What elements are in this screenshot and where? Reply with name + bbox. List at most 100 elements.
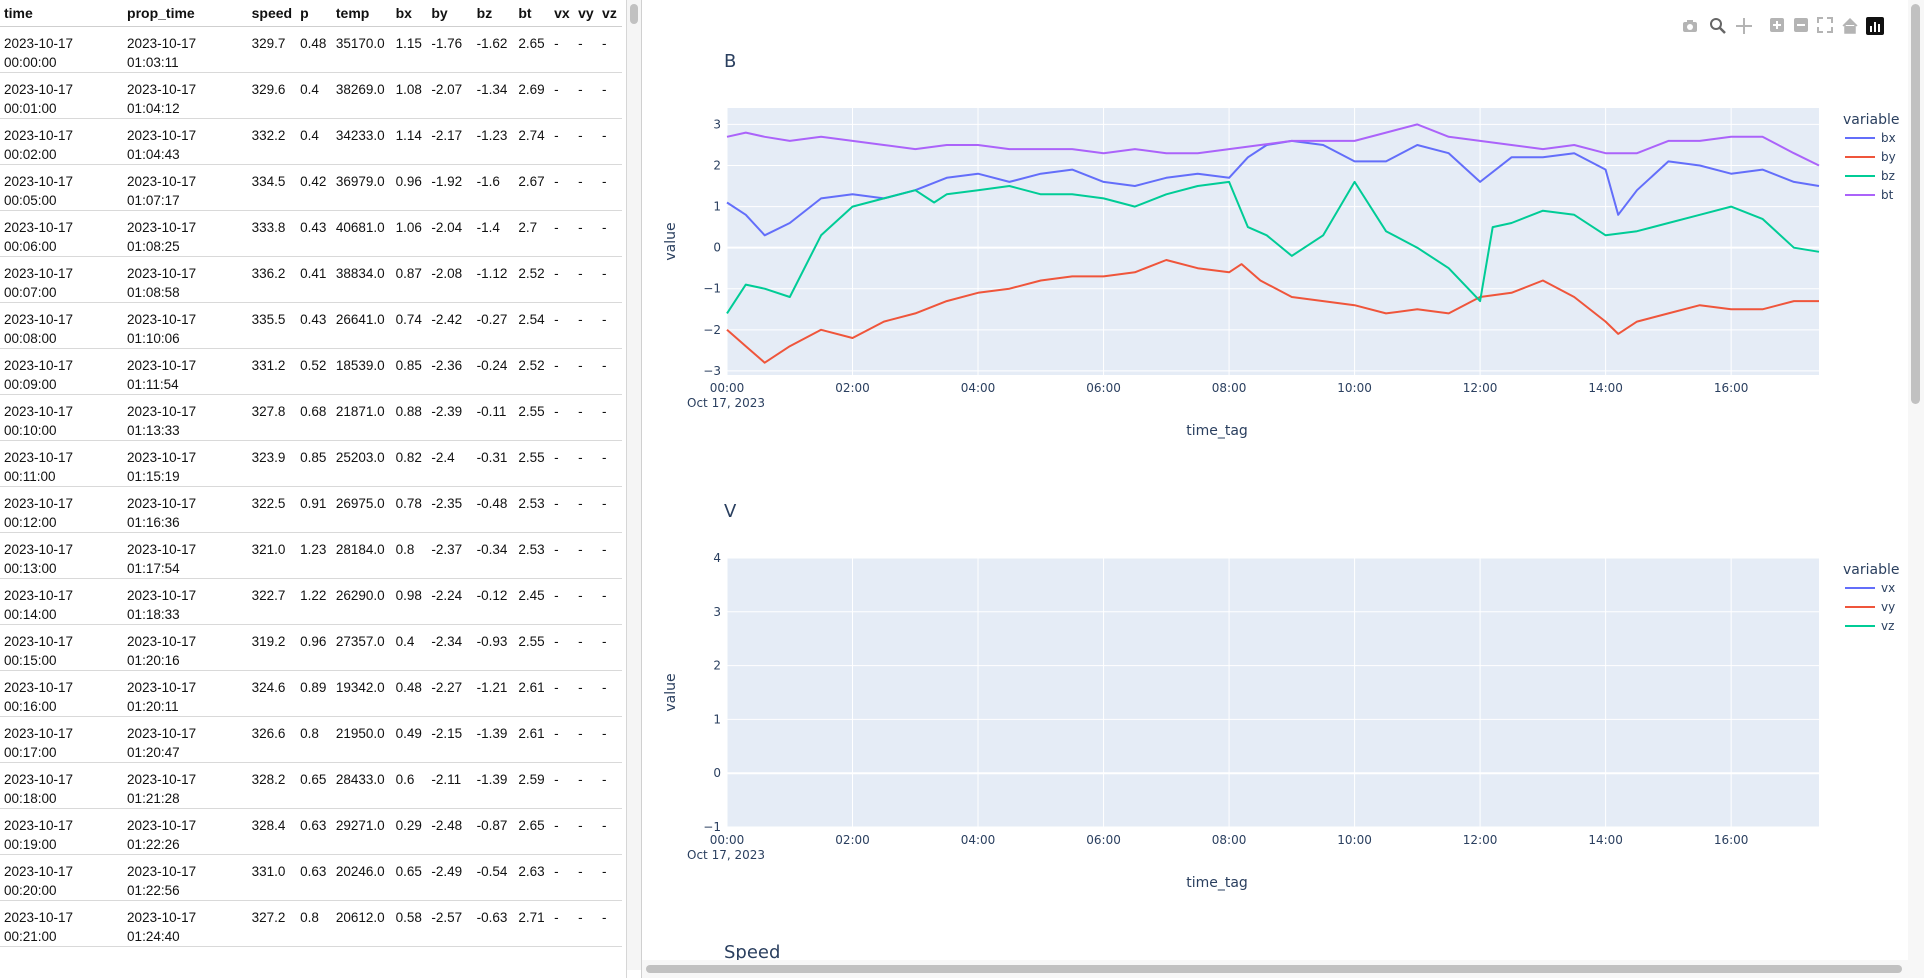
plot-area[interactable]	[727, 558, 1819, 827]
pan-icon[interactable]	[1736, 18, 1752, 34]
table-row[interactable]: 2023-10-17 00:07:00 2023-10-17 01:08:58 33…	[0, 256, 622, 303]
legend-item-vy[interactable]: vy	[1881, 600, 1895, 614]
column-header-vy[interactable]: vy	[574, 0, 599, 27]
table-scroll-thumb[interactable]	[630, 4, 638, 24]
cell-by: -2.57	[427, 900, 473, 947]
x-tick-label: 14:00	[1588, 381, 1623, 395]
table-row[interactable]: 2023-10-17 00:18:00 2023-10-17 01:21:28 32…	[0, 762, 622, 809]
zoom-out-icon[interactable]	[1794, 18, 1808, 32]
table-row[interactable]: 2023-10-17 00:16:00 2023-10-17 01:20:11 32…	[0, 670, 622, 717]
table-row[interactable]: 2023-10-17 00:19:00 2023-10-17 01:22:26 32…	[0, 808, 622, 855]
cell-vz: -	[598, 72, 622, 119]
column-header-temp[interactable]: temp	[331, 0, 392, 27]
camera-icon[interactable]	[1683, 20, 1697, 32]
table-row[interactable]: 2023-10-17 00:01:00 2023-10-17 01:04:12 32…	[0, 72, 622, 119]
cell-vz: -	[598, 854, 622, 901]
cell-prop-time: 2023-10-17 01:11:54	[123, 348, 248, 395]
legend-item-by[interactable]: by	[1881, 150, 1896, 164]
column-header-prop-time[interactable]: prop_time	[123, 0, 248, 27]
cell-temp: 20612.0	[331, 900, 392, 947]
column-header-bz[interactable]: bz	[472, 0, 515, 27]
y-axis-title: value	[663, 222, 679, 260]
cell-vx: -	[550, 210, 575, 257]
cell-vz: -	[598, 762, 622, 809]
cell-vx: -	[550, 164, 575, 211]
cell-bz: -0.27	[472, 302, 515, 349]
column-header-time[interactable]: time	[0, 0, 124, 27]
x-tick-label: 12:00	[1463, 381, 1498, 395]
table-row[interactable]: 2023-10-17 00:11:00 2023-10-17 01:15:19 32…	[0, 440, 622, 487]
plotly-logo-icon[interactable]	[1866, 17, 1884, 35]
table-row[interactable]: 2023-10-17 00:15:00 2023-10-17 01:20:16 31…	[0, 624, 622, 671]
column-header-vz[interactable]: vz	[598, 0, 622, 27]
cell-prop-time: 2023-10-17 01:16:36	[123, 486, 248, 533]
table-row[interactable]: 2023-10-17 00:12:00 2023-10-17 01:16:36 32…	[0, 486, 622, 533]
cell-bx: 0.58	[391, 900, 428, 947]
table-row[interactable]: 2023-10-17 00:06:00 2023-10-17 01:08:25 33…	[0, 210, 622, 257]
table-row[interactable]: 2023-10-17 00:14:00 2023-10-17 01:18:33 32…	[0, 578, 622, 625]
cell-speed: 328.4	[247, 808, 297, 855]
cell-bx: 0.6	[391, 762, 428, 809]
table-row[interactable]: 2023-10-17 00:21:00 2023-10-17 01:24:40 32…	[0, 900, 622, 947]
zoom-in-icon[interactable]	[1770, 18, 1784, 32]
legend-item-bt[interactable]: bt	[1881, 188, 1894, 202]
page-vertical-scroll-thumb[interactable]	[1911, 4, 1920, 404]
table-row[interactable]: 2023-10-17 00:08:00 2023-10-17 01:10:06 33…	[0, 302, 622, 349]
x-tick-label: 08:00	[1212, 833, 1247, 847]
series-line-by[interactable]	[726, 259, 1819, 364]
y-tick-label: 2	[713, 159, 721, 173]
pane-divider[interactable]	[641, 0, 642, 978]
table-row[interactable]: 2023-10-17 00:09:00 2023-10-17 01:11:54 33…	[0, 348, 622, 395]
table-row[interactable]: 2023-10-17 00:02:00 2023-10-17 01:04:43 33…	[0, 118, 622, 165]
column-header-bx[interactable]: bx	[391, 0, 428, 27]
cell-vz: -	[598, 164, 622, 211]
table-row[interactable]: 2023-10-17 00:20:00 2023-10-17 01:22:56 33…	[0, 854, 622, 901]
column-header-by[interactable]: by	[427, 0, 473, 27]
cell-bx: 1.08	[391, 72, 428, 119]
cell-vx: -	[550, 348, 575, 395]
cell-time: 2023-10-17 00:17:00	[0, 716, 124, 763]
legend-item-vz[interactable]: vz	[1881, 619, 1894, 633]
legend-item-vx[interactable]: vx	[1881, 581, 1895, 595]
zoom-icon[interactable]	[1710, 18, 1726, 34]
cell-vz: -	[598, 808, 622, 855]
table-row[interactable]: 2023-10-17 00:17:00 2023-10-17 01:20:47 32…	[0, 716, 622, 763]
cell-vy: -	[574, 440, 599, 487]
cell-temp: 21871.0	[331, 394, 392, 441]
chart-horizontal-scroll-thumb[interactable]	[646, 965, 1902, 973]
cell-temp: 38269.0	[331, 72, 392, 119]
cell-vx: -	[550, 72, 575, 119]
cell-time: 2023-10-17 00:21:00	[0, 900, 124, 947]
data-table: time prop_time speed p temp bx by bz bt …	[0, 0, 622, 947]
column-header-p[interactable]: p	[296, 0, 332, 27]
table-scrollbar[interactable]	[627, 0, 641, 970]
cell-speed: 331.0	[247, 854, 297, 901]
table-row[interactable]: 2023-10-17 00:13:00 2023-10-17 01:17:54 32…	[0, 532, 622, 579]
reset-axes-icon[interactable]	[1842, 17, 1858, 34]
cell-vx: -	[550, 716, 575, 763]
y-tick-label: 3	[713, 605, 721, 619]
column-header-bt[interactable]: bt	[514, 0, 551, 27]
cell-vy: -	[574, 532, 599, 579]
x-tick-label: 02:00	[835, 381, 870, 395]
cell-vx: -	[550, 854, 575, 901]
column-header-speed[interactable]: speed	[247, 0, 297, 27]
cell-p: 0.4	[296, 118, 332, 165]
cell-by: -2.37	[427, 532, 473, 579]
x-date-label: Oct 17, 2023	[687, 396, 765, 410]
legend-item-bz[interactable]: bz	[1881, 169, 1895, 183]
cell-p: 0.8	[296, 900, 332, 947]
series-line-bz[interactable]	[726, 180, 1820, 314]
cell-bz: -0.31	[472, 440, 515, 487]
table-row[interactable]: 2023-10-17 00:10:00 2023-10-17 01:13:33 32…	[0, 394, 622, 441]
cell-vy: -	[574, 302, 599, 349]
cell-bz: -1.12	[472, 256, 515, 303]
column-header-vx[interactable]: vx	[550, 0, 575, 27]
table-row[interactable]: 2023-10-17 00:05:00 2023-10-17 01:07:17 33…	[0, 164, 622, 211]
series-line-bt[interactable]	[726, 123, 1820, 167]
table-row[interactable]: 2023-10-17 00:00:00 2023-10-17 01:03:11 32…	[0, 26, 622, 73]
legend-item-bx[interactable]: bx	[1881, 131, 1896, 145]
autoscale-icon[interactable]	[1817, 17, 1833, 33]
cell-prop-time: 2023-10-17 01:17:54	[123, 532, 248, 579]
cell-p: 0.42	[296, 164, 332, 211]
